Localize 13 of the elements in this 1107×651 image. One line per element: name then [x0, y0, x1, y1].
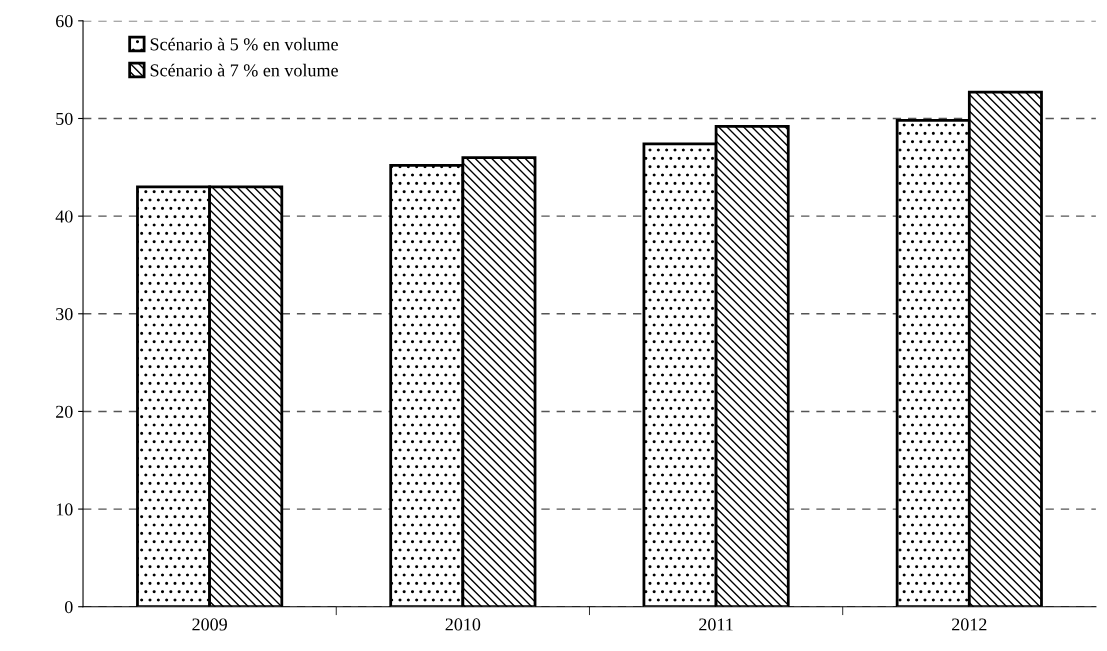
x-tick-label: 2011 — [699, 618, 733, 631]
y-tick-label: 60 — [56, 15, 73, 28]
x-tick-label: 2012 — [952, 618, 987, 631]
x-tick-label: 2010 — [445, 618, 481, 631]
y-tick-label: 0 — [64, 600, 73, 614]
legend-label: Scénario à 5 % en volume — [150, 37, 338, 51]
y-tick-label: 30 — [56, 308, 73, 321]
y-tick-label: 20 — [56, 405, 73, 418]
y-tick-label: 40 — [55, 210, 73, 223]
y-tick-label: 50 — [56, 112, 73, 125]
y-tick-label: 10 — [56, 503, 73, 516]
x-tick-label: 2009 — [192, 618, 227, 631]
legend-label: Scénario à 7 % en volume — [150, 63, 338, 77]
